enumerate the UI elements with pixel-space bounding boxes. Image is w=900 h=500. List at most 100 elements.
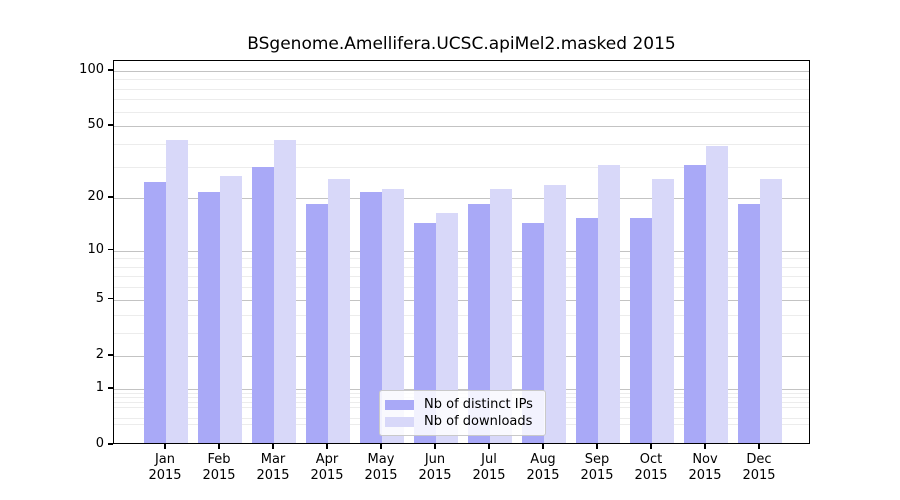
x-tick-mark [434, 444, 436, 449]
gridline-major [114, 355, 809, 357]
legend-swatch-downloads [385, 416, 414, 427]
gridline-minor [114, 258, 809, 260]
gridline-minor [114, 88, 809, 90]
x-tick-label: Sep 2015 [567, 452, 627, 483]
x-tick-month: Mar [260, 452, 286, 467]
x-tick-year: 2015 [634, 467, 668, 483]
bar-nb-of-downloads-nov [706, 145, 728, 443]
x-tick-label: Jan 2015 [135, 452, 195, 483]
y-tick-mark [108, 196, 113, 198]
y-tick-mark [108, 354, 113, 356]
x-tick-month: Jun [424, 452, 446, 467]
gridline-minor [114, 99, 809, 101]
x-tick-month: Aug [530, 452, 556, 467]
x-tick-year: 2015 [742, 467, 776, 483]
bar-nb-of-downloads-jun [436, 213, 458, 443]
gridline-minor [114, 79, 809, 81]
y-tick-label: 1 [95, 379, 104, 395]
bar-nb-of-distinct-ips-jul [468, 204, 490, 443]
x-tick-label: Jul 2015 [459, 452, 519, 483]
y-tick-label: 2 [95, 346, 104, 362]
x-tick-month: Apr [315, 452, 339, 467]
gridline-major [114, 388, 809, 390]
y-tick-label: 10 [87, 241, 104, 257]
bar-nb-of-downloads-apr [328, 178, 350, 443]
x-tick-label: Nov 2015 [675, 452, 735, 483]
bar-nb-of-distinct-ips-nov [684, 164, 706, 443]
x-tick-year: 2015 [580, 467, 614, 483]
x-tick-month: Sep [584, 452, 610, 467]
chart-title: BSgenome.Amellifera.UCSC.apiMel2.masked … [247, 34, 676, 54]
x-tick-label: Dec 2015 [729, 452, 789, 483]
legend: Nb of distinct IPs Nb of downloads [379, 390, 546, 436]
x-tick-month: Jan [154, 452, 176, 467]
bar-nb-of-distinct-ips-jan [144, 182, 166, 443]
bar-nb-of-distinct-ips-apr [306, 204, 328, 443]
bar-nb-of-downloads-sep [598, 164, 620, 443]
plot-area [113, 60, 810, 444]
bar-nb-of-distinct-ips-may [360, 192, 382, 443]
x-tick-month: Oct [639, 452, 663, 467]
x-tick-mark [272, 444, 274, 449]
y-tick-mark [108, 297, 113, 300]
x-tick-mark [218, 444, 220, 449]
y-tick-mark [108, 387, 113, 389]
legend-item-downloads: Nb of downloads [385, 413, 545, 430]
gridline-minor [114, 287, 809, 289]
y-tick-label: 20 [87, 189, 104, 205]
x-tick-month: Nov [692, 452, 718, 467]
gridline-major [114, 70, 809, 72]
gridline-major [114, 250, 809, 252]
y-tick-label: 0 [95, 436, 104, 451]
gridline-minor [114, 111, 809, 113]
y-tick-mark [108, 443, 113, 445]
y-tick-label: 5 [95, 290, 104, 306]
bar-nb-of-downloads-oct [652, 178, 674, 443]
legend-label-distinct-ips: Nb of distinct IPs [424, 396, 533, 412]
bar-nb-of-downloads-jul [490, 188, 512, 443]
gridline-major [114, 198, 809, 200]
x-tick-month: Jul [481, 452, 497, 467]
x-tick-mark [164, 444, 166, 449]
x-tick-year: 2015 [688, 467, 722, 483]
legend-label-downloads: Nb of downloads [424, 413, 533, 429]
x-tick-year: 2015 [310, 467, 344, 483]
bar-nb-of-distinct-ips-sep [576, 218, 598, 443]
gridline-minor [114, 143, 809, 145]
y-tick-mark [108, 69, 113, 71]
legend-item-distinct-ips: Nb of distinct IPs [385, 396, 545, 413]
x-tick-month: May [367, 452, 395, 467]
x-tick-year: 2015 [256, 467, 290, 483]
bar-nb-of-distinct-ips-feb [198, 192, 220, 443]
bar-nb-of-downloads-aug [544, 185, 566, 443]
x-tick-label: Oct 2015 [621, 452, 681, 483]
gridline-minor [114, 266, 809, 268]
bar-nb-of-downloads-dec [760, 178, 782, 443]
bar-nb-of-distinct-ips-dec [738, 204, 760, 443]
x-tick-year: 2015 [148, 467, 182, 483]
x-tick-mark [488, 444, 490, 449]
x-tick-year: 2015 [364, 467, 398, 483]
bar-nb-of-distinct-ips-jun [414, 223, 436, 443]
bar-nb-of-distinct-ips-aug [522, 223, 544, 443]
x-tick-label: May 2015 [351, 452, 411, 483]
x-tick-year: 2015 [526, 467, 560, 483]
x-tick-mark [380, 444, 382, 449]
x-tick-label: Aug 2015 [513, 452, 573, 483]
bar-nb-of-downloads-may [382, 188, 404, 443]
x-tick-mark [542, 444, 544, 449]
y-tick-mark [108, 124, 113, 126]
gridline-major [114, 126, 809, 128]
bar-nb-of-downloads-jan [166, 139, 188, 443]
x-tick-mark [704, 444, 706, 449]
bar-nb-of-downloads-feb [220, 175, 242, 443]
x-tick-year: 2015 [202, 467, 236, 483]
y-tick-label: 50 [87, 117, 104, 133]
x-tick-label: Apr 2015 [297, 452, 357, 483]
x-tick-mark [326, 444, 328, 449]
x-tick-month: Feb [207, 452, 231, 467]
x-tick-mark [758, 444, 760, 449]
x-tick-mark [650, 444, 652, 449]
x-tick-year: 2015 [418, 467, 452, 483]
